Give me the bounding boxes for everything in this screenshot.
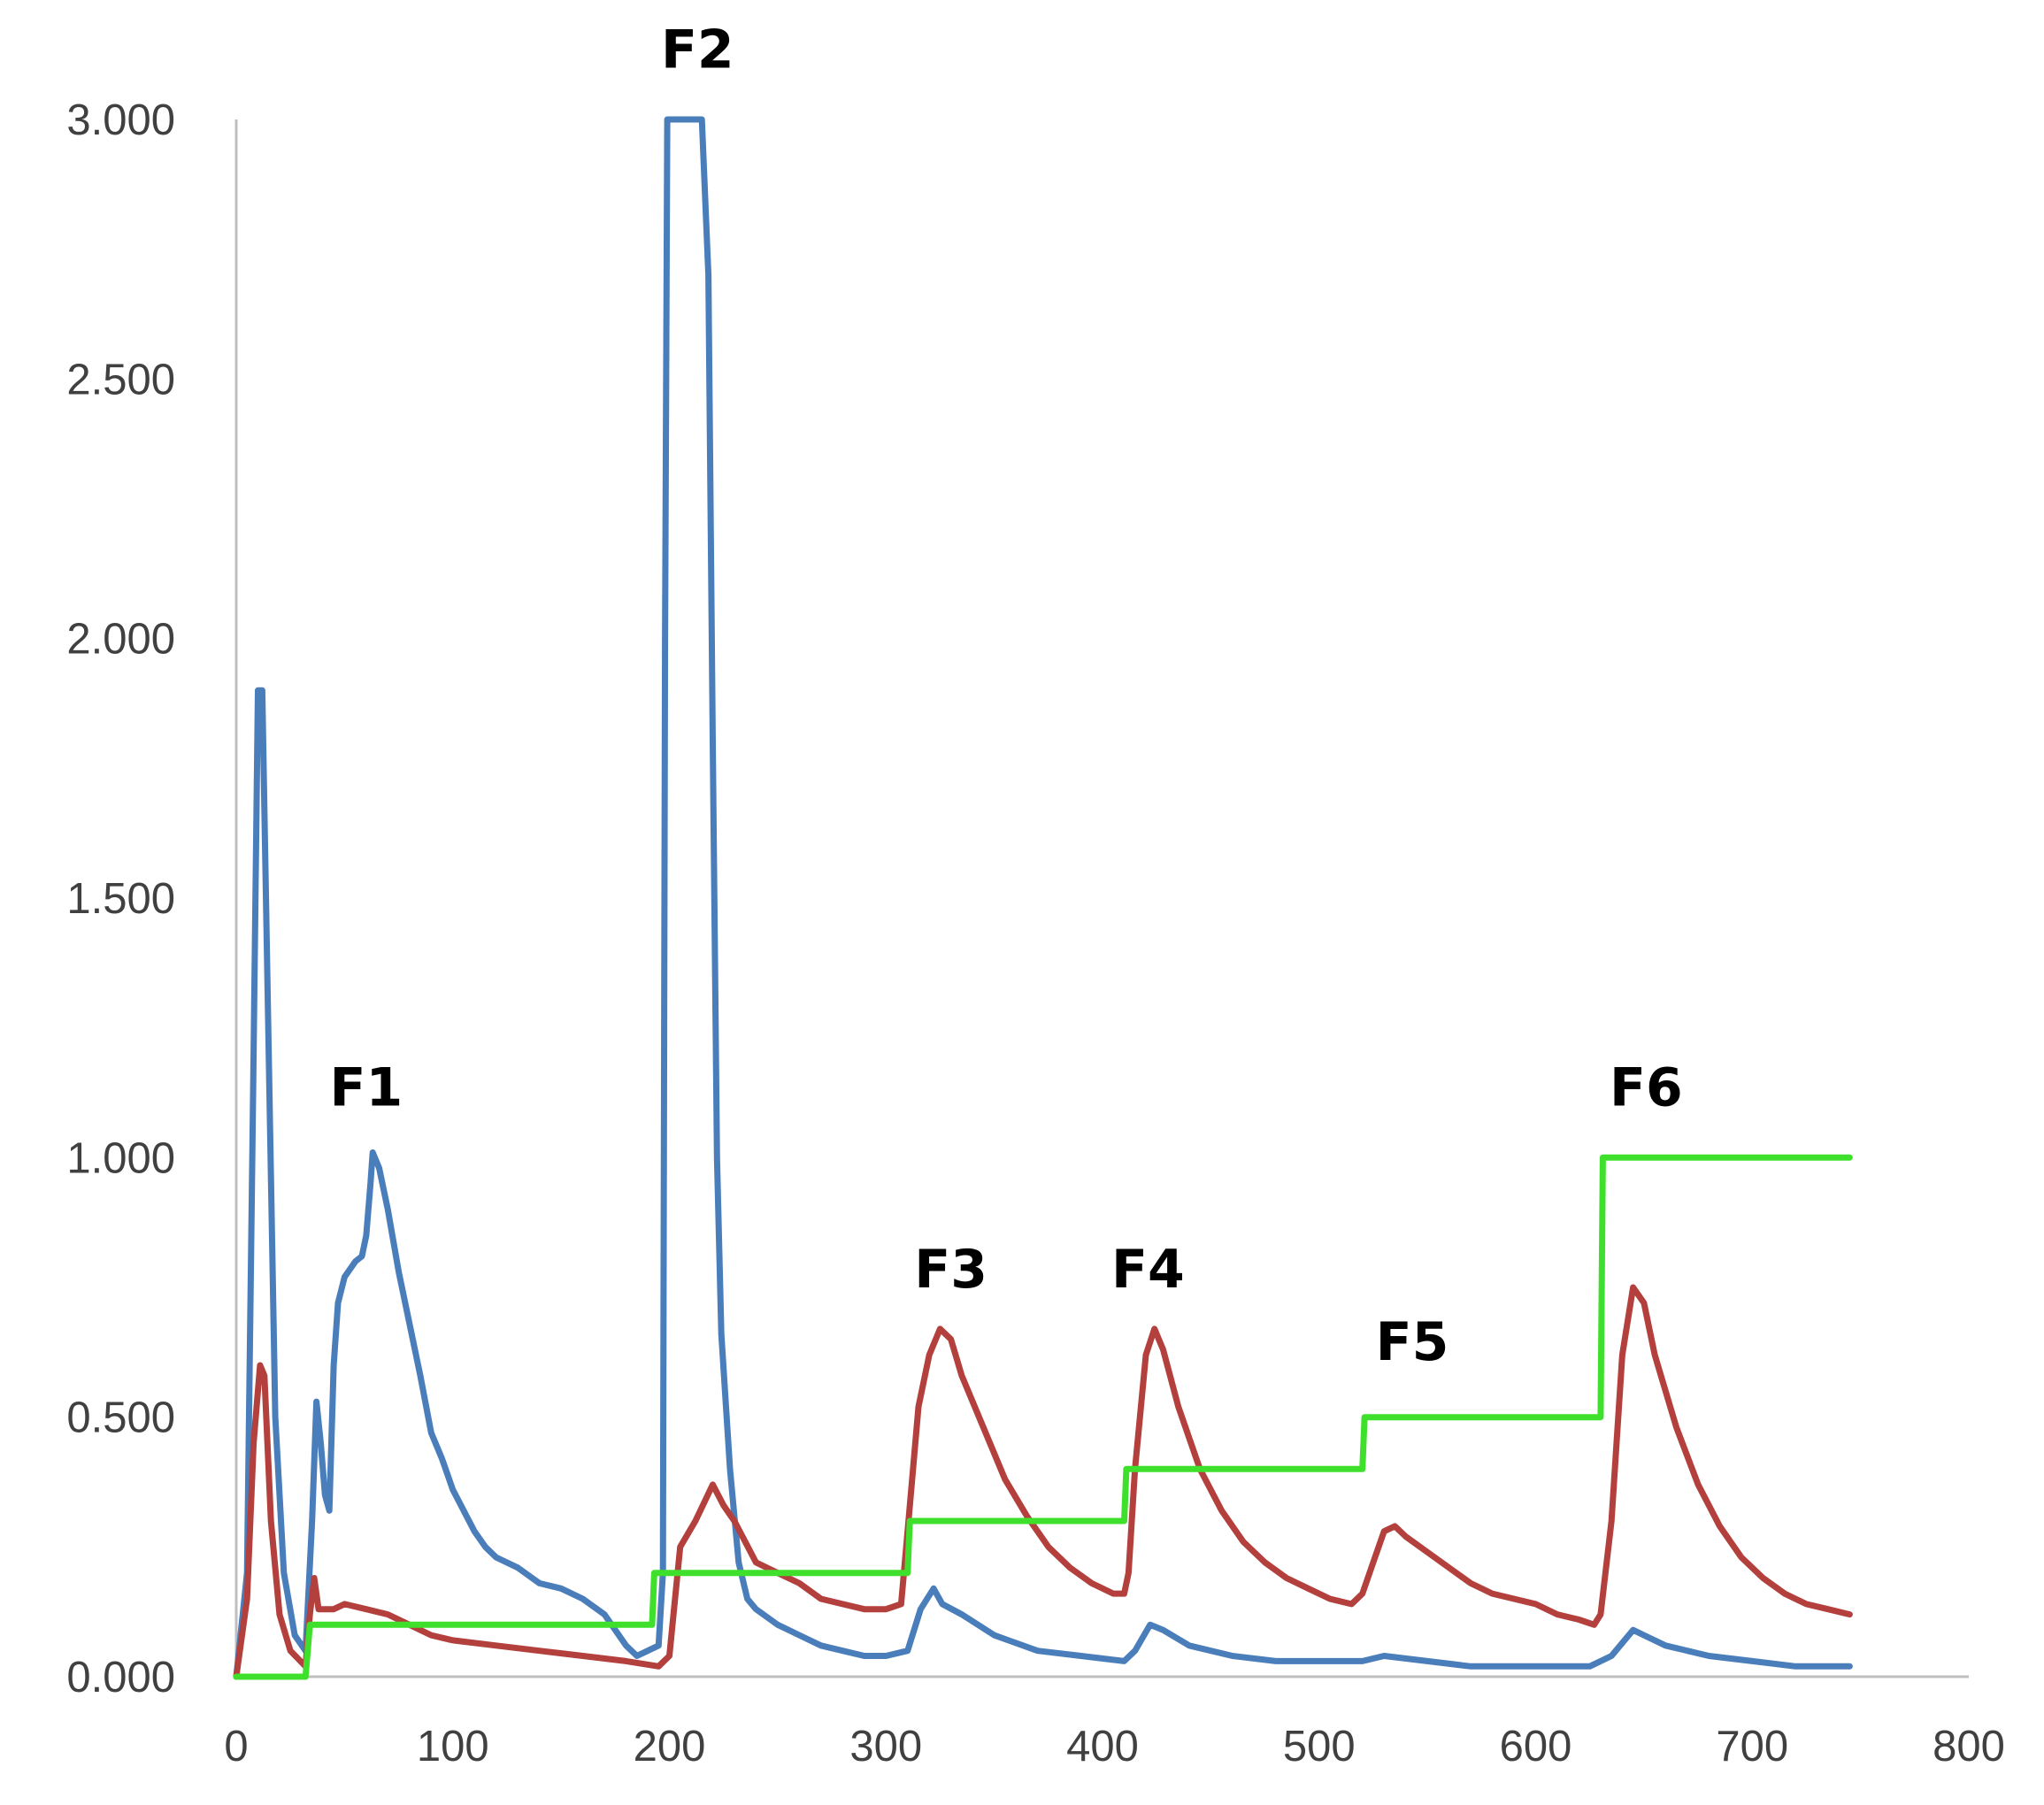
- axes: [234, 119, 1969, 1678]
- x-tick-label: 0: [224, 1723, 248, 1770]
- x-tick-label: 400: [1066, 1723, 1139, 1770]
- x-tick-label: 300: [849, 1723, 922, 1770]
- y-tick-label: 1.500: [66, 875, 175, 923]
- x-tick-label: 800: [1933, 1723, 2005, 1770]
- y-tick-label: 2.000: [66, 616, 175, 664]
- series-line-red: [233, 1284, 1853, 1680]
- peak-label-f5: F5: [1376, 1311, 1449, 1373]
- x-tick-label: 600: [1500, 1723, 1572, 1770]
- peak-label-f3: F3: [914, 1239, 987, 1301]
- x-tick-label: 500: [1283, 1723, 1356, 1770]
- x-tick-label: 200: [634, 1723, 706, 1770]
- peak-label-f6: F6: [1610, 1057, 1683, 1119]
- peak-label-f4: F4: [1111, 1239, 1185, 1301]
- peak-annotations: F1 F2 F3 F4 F5 F6: [329, 19, 1682, 1373]
- series-lines: [233, 116, 1853, 1680]
- y-tick-labels: 0.000 0.500 1.000 1.500 2.000 2.500 3.000: [66, 96, 175, 1701]
- peak-label-f2: F2: [661, 19, 734, 81]
- series-line-green: [233, 1154, 1853, 1680]
- y-tick-label: 0.000: [66, 1654, 175, 1701]
- x-tick-label: 100: [417, 1723, 489, 1770]
- x-tick-labels: 0 100 200 300 400 500 600 700 800: [224, 1723, 2005, 1770]
- y-tick-label: 2.500: [66, 356, 175, 403]
- series-line-blue: [233, 116, 1853, 1680]
- x-tick-label: 700: [1716, 1723, 1788, 1770]
- peak-label-f1: F1: [329, 1057, 403, 1119]
- y-tick-label: 0.500: [66, 1394, 175, 1442]
- y-tick-label: 1.000: [66, 1134, 175, 1182]
- y-tick-label: 3.000: [66, 96, 175, 144]
